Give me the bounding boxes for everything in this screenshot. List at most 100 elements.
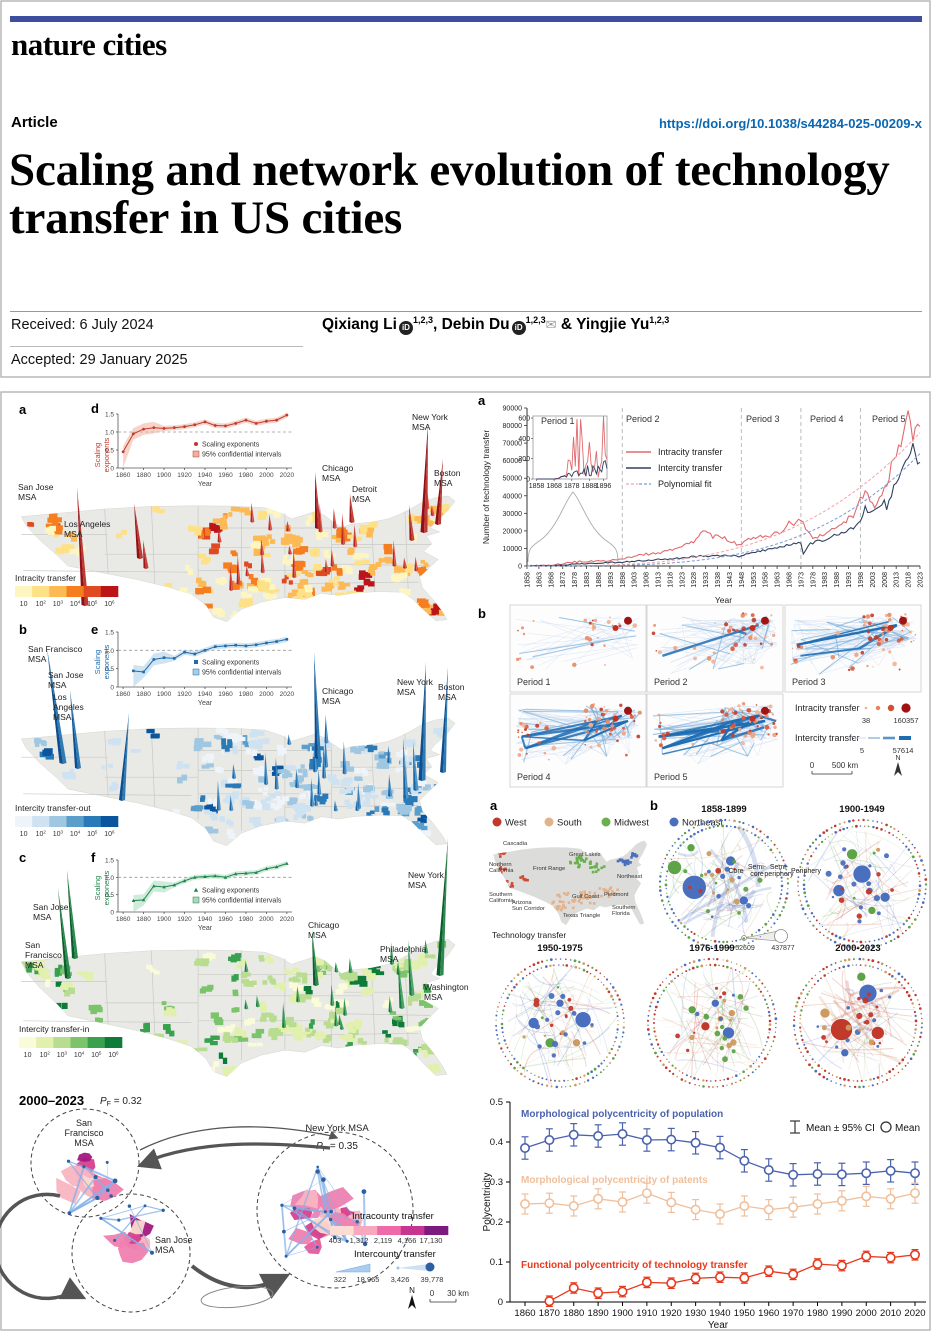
svg-text:Boston: Boston bbox=[438, 682, 465, 692]
svg-text:102: 102 bbox=[40, 1051, 51, 1060]
svg-text:50000: 50000 bbox=[503, 476, 523, 483]
svg-text:1980: 1980 bbox=[239, 472, 254, 479]
svg-text:1970: 1970 bbox=[783, 1308, 804, 1319]
svg-text:322: 322 bbox=[334, 1275, 347, 1284]
svg-text:MSA: MSA bbox=[408, 880, 427, 890]
svg-text:MSA: MSA bbox=[155, 1245, 175, 1255]
svg-text:1.5: 1.5 bbox=[105, 412, 114, 419]
svg-text:500 km: 500 km bbox=[832, 761, 859, 770]
svg-text:2023: 2023 bbox=[918, 572, 925, 588]
svg-text:Technology transfer: Technology transfer bbox=[492, 930, 566, 940]
svg-text:Year: Year bbox=[715, 595, 732, 605]
svg-text:0: 0 bbox=[430, 1289, 435, 1298]
svg-text:MSA: MSA bbox=[33, 912, 52, 922]
svg-text:102: 102 bbox=[36, 830, 47, 839]
svg-text:Year: Year bbox=[198, 925, 213, 932]
svg-text:Scaling: Scaling bbox=[93, 443, 102, 468]
svg-text:17,130: 17,130 bbox=[420, 1236, 443, 1245]
svg-text:1920: 1920 bbox=[177, 472, 192, 479]
svg-text:MSA: MSA bbox=[424, 992, 443, 1002]
svg-text:Piedmont: Piedmont bbox=[604, 892, 629, 898]
svg-text:Semi-: Semi- bbox=[748, 864, 767, 871]
svg-text:Chicago: Chicago bbox=[322, 463, 353, 473]
svg-text:Boston: Boston bbox=[434, 468, 461, 478]
svg-text:1900-1949: 1900-1949 bbox=[839, 804, 884, 815]
svg-text:Period 5: Period 5 bbox=[654, 772, 688, 782]
svg-text:Period 4: Period 4 bbox=[517, 772, 551, 782]
svg-text:Periphery: Periphery bbox=[791, 868, 821, 875]
svg-text:Scaling: Scaling bbox=[93, 876, 102, 901]
svg-text:2000: 2000 bbox=[259, 916, 274, 923]
svg-text:Intracity transfer: Intracity transfer bbox=[15, 573, 76, 583]
svg-text:1880: 1880 bbox=[136, 916, 151, 923]
svg-text:2000–2023: 2000–2023 bbox=[19, 1093, 84, 1108]
svg-text:Period 2: Period 2 bbox=[654, 677, 688, 687]
svg-text:Period 2: Period 2 bbox=[626, 414, 660, 424]
svg-text:b: b bbox=[478, 606, 486, 621]
svg-text:160357: 160357 bbox=[893, 716, 918, 725]
svg-text:MSA: MSA bbox=[64, 529, 83, 539]
svg-text:1900: 1900 bbox=[157, 691, 172, 698]
svg-text:0.5: 0.5 bbox=[105, 666, 114, 673]
svg-text:exponents: exponents bbox=[102, 437, 111, 472]
svg-text:South: South bbox=[557, 818, 582, 829]
svg-text:1898: 1898 bbox=[620, 572, 627, 588]
svg-text:N: N bbox=[895, 755, 900, 762]
svg-text:106: 106 bbox=[104, 830, 115, 839]
svg-text:103: 103 bbox=[57, 1051, 68, 1060]
svg-text:Sun Corridor: Sun Corridor bbox=[512, 906, 545, 912]
svg-text:Intracity transfer: Intracity transfer bbox=[795, 703, 860, 713]
svg-text:1983: 1983 bbox=[822, 572, 829, 588]
svg-text:1930: 1930 bbox=[685, 1308, 706, 1319]
svg-text:Period 3: Period 3 bbox=[792, 677, 826, 687]
svg-text:2000-2023: 2000-2023 bbox=[835, 943, 880, 954]
svg-text:2020: 2020 bbox=[904, 1308, 925, 1319]
svg-text:57614: 57614 bbox=[893, 746, 914, 755]
svg-text:Great Lakes: Great Lakes bbox=[569, 852, 601, 858]
svg-text:2000: 2000 bbox=[259, 472, 274, 479]
svg-text:1888: 1888 bbox=[582, 483, 598, 490]
svg-text:Scaling exponents: Scaling exponents bbox=[202, 442, 260, 449]
svg-text:Scaling exponents: Scaling exponents bbox=[202, 888, 260, 895]
svg-text:1960: 1960 bbox=[758, 1308, 779, 1319]
svg-text:f: f bbox=[91, 850, 96, 865]
svg-text:1883: 1883 bbox=[584, 572, 591, 588]
svg-text:38: 38 bbox=[862, 716, 870, 725]
svg-text:1868: 1868 bbox=[546, 483, 562, 490]
svg-text:2000: 2000 bbox=[856, 1308, 877, 1319]
svg-text:1950-1975: 1950-1975 bbox=[537, 943, 583, 954]
svg-text:4,166: 4,166 bbox=[398, 1236, 417, 1245]
svg-text:1990: 1990 bbox=[831, 1308, 852, 1319]
svg-text:105: 105 bbox=[91, 1051, 102, 1060]
svg-text:0.5: 0.5 bbox=[105, 892, 114, 899]
svg-text:2013: 2013 bbox=[894, 572, 901, 588]
svg-text:West: West bbox=[505, 818, 527, 829]
svg-text:MSA: MSA bbox=[438, 692, 457, 702]
svg-text:2010: 2010 bbox=[880, 1308, 901, 1319]
svg-text:2003: 2003 bbox=[870, 572, 877, 588]
svg-text:a: a bbox=[490, 798, 498, 813]
svg-text:104: 104 bbox=[74, 1051, 85, 1060]
svg-text:1.5: 1.5 bbox=[105, 630, 114, 637]
svg-text:1923: 1923 bbox=[679, 572, 686, 588]
svg-text:New York MSA: New York MSA bbox=[305, 1123, 369, 1134]
svg-text:Intercounty transfer: Intercounty transfer bbox=[354, 1249, 436, 1260]
svg-text:1.0: 1.0 bbox=[105, 875, 114, 882]
svg-text:Los Angeles: Los Angeles bbox=[64, 519, 110, 529]
svg-text:1900: 1900 bbox=[157, 472, 172, 479]
svg-text:MSA: MSA bbox=[380, 954, 399, 964]
svg-text:1988: 1988 bbox=[834, 572, 841, 588]
svg-text:Arizona: Arizona bbox=[512, 900, 532, 906]
svg-text:MSA: MSA bbox=[74, 1138, 94, 1148]
svg-text:200: 200 bbox=[518, 456, 530, 463]
svg-text:a: a bbox=[19, 402, 27, 417]
svg-text:1918: 1918 bbox=[667, 572, 674, 588]
svg-text:10000: 10000 bbox=[503, 546, 523, 553]
svg-text:1928: 1928 bbox=[691, 572, 698, 588]
svg-text:Polynomial fit: Polynomial fit bbox=[658, 479, 712, 489]
svg-text:1960: 1960 bbox=[218, 691, 233, 698]
svg-text:0: 0 bbox=[110, 466, 114, 473]
svg-text:Florida: Florida bbox=[612, 911, 630, 917]
svg-text:Scaling: Scaling bbox=[93, 650, 102, 675]
svg-text:MSA: MSA bbox=[25, 960, 44, 970]
